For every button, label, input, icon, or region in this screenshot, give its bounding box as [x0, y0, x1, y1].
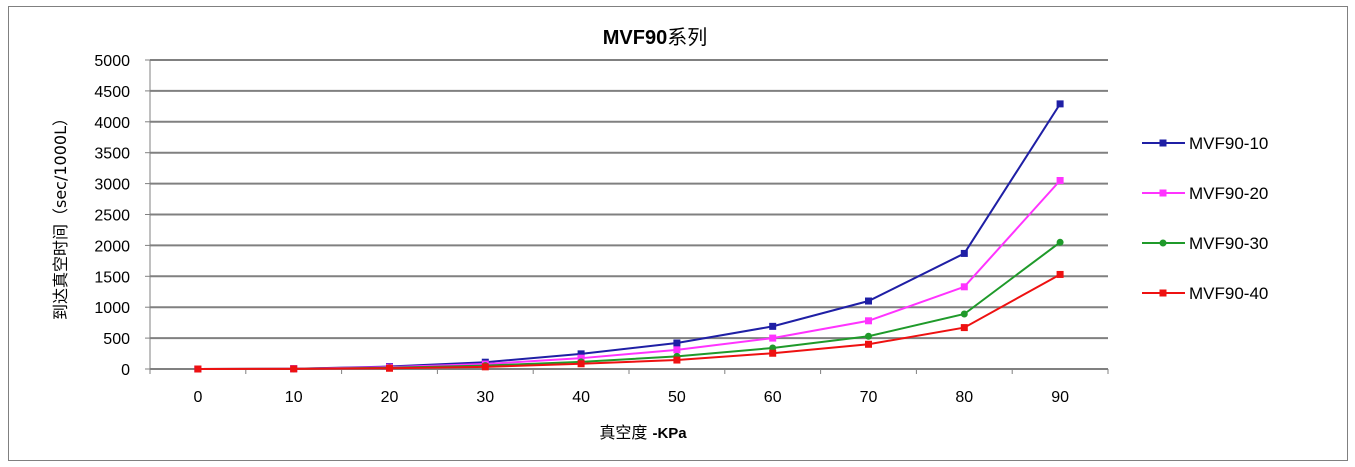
series-line	[197, 103, 1061, 370]
x-tick-label: 80	[955, 389, 973, 406]
chart-frame	[8, 6, 1348, 461]
data-point	[1056, 238, 1064, 246]
legend-marker	[1159, 189, 1167, 197]
legend-marker	[1159, 289, 1167, 297]
x-tick-label: 20	[381, 389, 399, 406]
x-tick-label: 0	[193, 389, 202, 406]
y-tick-label: 0	[121, 362, 130, 379]
chart-title-bold: MVF90	[603, 27, 667, 49]
x-tick-label: 10	[285, 389, 303, 406]
data-point	[960, 283, 968, 291]
legend: MVF90-10 MVF90-20 MVF90-30 MVF90-40	[1142, 134, 1268, 303]
data-point	[290, 365, 298, 373]
series-lines	[194, 100, 1064, 373]
y-tick-label: 4000	[94, 115, 130, 132]
data-point	[769, 334, 777, 342]
x-tick-label: 70	[860, 389, 878, 406]
data-point	[386, 364, 393, 372]
legend-label: MVF90-10	[1189, 134, 1268, 153]
data-point	[1056, 100, 1064, 108]
x-tick-label: 90	[1051, 389, 1069, 406]
data-point	[769, 344, 777, 352]
x-tick-label: 50	[668, 389, 686, 406]
data-point	[865, 340, 872, 348]
y-tick-label: 3500	[94, 146, 130, 163]
data-point	[673, 356, 681, 364]
x-axis-label-main: 真空度	[599, 423, 652, 442]
y-tick-label: 500	[103, 331, 130, 348]
legend-label: MVF90-20	[1189, 184, 1268, 203]
x-tick-label: 40	[572, 389, 590, 406]
data-point	[194, 365, 202, 373]
data-point	[865, 332, 872, 340]
data-point	[865, 297, 872, 305]
x-axis-label: 真空度 -KPa	[599, 423, 687, 442]
legend-marker	[1159, 239, 1167, 247]
y-tick-label: 1500	[94, 269, 130, 286]
data-point	[673, 339, 681, 347]
data-point	[673, 346, 681, 354]
data-point	[1056, 270, 1064, 278]
y-tick-label: 4500	[94, 84, 130, 101]
chart-title-rest: 系列	[667, 26, 707, 49]
data-point	[865, 317, 872, 325]
y-tick-label: 2000	[94, 238, 130, 255]
x-tick-labels: 0 10 20 30 40 50 60 70 80 90	[193, 389, 1069, 406]
legend-marker	[1159, 139, 1167, 147]
y-tick-label: 1000	[94, 300, 130, 317]
data-point	[769, 349, 777, 357]
legend-label: MVF90-30	[1189, 234, 1268, 253]
y-tick-label: 3000	[94, 177, 130, 194]
series-line	[197, 273, 1061, 370]
data-point	[960, 249, 968, 257]
y-tick-label: 2500	[94, 208, 130, 225]
data-point	[577, 350, 585, 358]
x-axis-label-unit: -KPa	[652, 425, 687, 442]
chart-title: MVF90系列	[603, 26, 707, 49]
legend-label: MVF90-40	[1189, 284, 1268, 303]
series-line	[197, 179, 1061, 370]
data-point	[960, 324, 968, 332]
series-line	[197, 241, 1061, 370]
x-tick-label: 60	[764, 389, 782, 406]
data-point	[481, 363, 489, 371]
data-point	[960, 310, 968, 318]
data-point	[1056, 177, 1064, 185]
y-axis-label: 到达真空时间（sec/1000L）	[51, 110, 70, 320]
y-tick-labels: 0 500 1000 1500 2000 2500 3000 3500 4000 4500 5000	[94, 53, 130, 379]
data-point	[577, 354, 585, 362]
y-tick-label: 5000	[94, 53, 130, 70]
x-tick-label: 30	[476, 389, 494, 406]
data-point	[577, 360, 585, 368]
data-point	[769, 322, 777, 330]
